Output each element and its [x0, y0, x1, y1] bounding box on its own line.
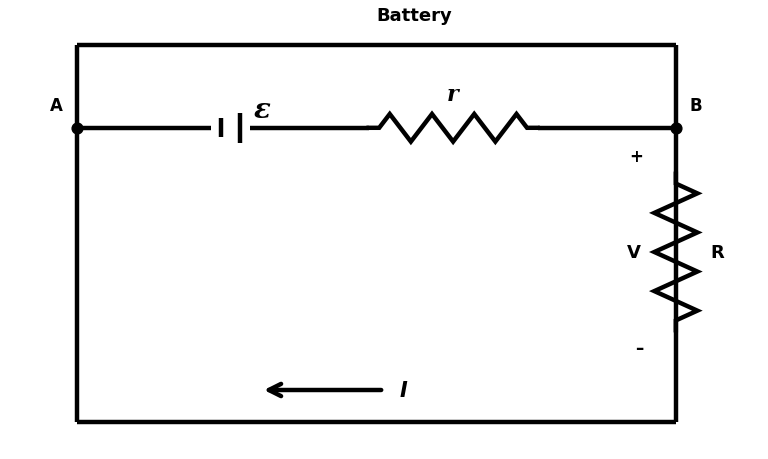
- Text: –: –: [635, 340, 644, 358]
- Text: +: +: [630, 147, 644, 165]
- Point: [670, 125, 682, 132]
- Text: R: R: [710, 243, 724, 262]
- Text: V: V: [627, 243, 641, 262]
- Text: Battery: Battery: [377, 7, 452, 25]
- Text: r: r: [447, 84, 459, 106]
- Text: B: B: [690, 97, 702, 115]
- Text: ε: ε: [253, 97, 270, 124]
- Text: I: I: [399, 380, 407, 400]
- Point: [71, 125, 83, 132]
- Text: A: A: [50, 97, 63, 115]
